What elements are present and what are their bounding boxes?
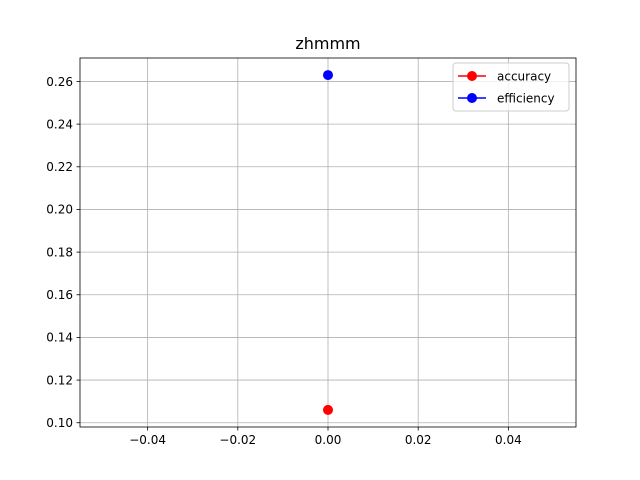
legend-marker-efficiency: [467, 93, 477, 103]
y-tick-label: 0.24: [46, 117, 73, 131]
legend-label-accuracy: accuracy: [497, 69, 551, 83]
legend-label-efficiency: efficiency: [497, 91, 555, 105]
x-tick-label: 0.00: [315, 433, 342, 447]
y-tick-label: 0.16: [46, 288, 73, 302]
accuracy-point: [323, 404, 333, 415]
y-tick-label: 0.26: [46, 75, 73, 89]
x-tick-label: 0.04: [495, 433, 522, 447]
x-tick-label: 0.02: [405, 433, 432, 447]
efficiency-point: [323, 70, 333, 81]
marks-layer: [323, 70, 333, 415]
y-tick-label: 0.14: [46, 331, 73, 345]
y-tick-label: 0.20: [46, 203, 73, 217]
legend-box: [452, 62, 570, 112]
y-tick-label: 0.18: [46, 245, 73, 259]
y-tick-label: 0.10: [46, 416, 73, 430]
y-tick-label: 0.22: [46, 160, 73, 174]
chart-title: zhmmm: [295, 34, 360, 53]
ticks-layer: −0.04 −0.02 0.00 0.02 0.04 0.10 0.12 0.14 0.16 0.…: [46, 75, 521, 447]
legend: accuracy efficiency: [452, 62, 570, 112]
x-tick-label: −0.04: [129, 433, 166, 447]
legend-marker-accuracy: [467, 71, 477, 81]
x-tick-label: −0.02: [219, 433, 256, 447]
grid-layer: [80, 58, 576, 427]
y-tick-label: 0.12: [46, 373, 73, 387]
